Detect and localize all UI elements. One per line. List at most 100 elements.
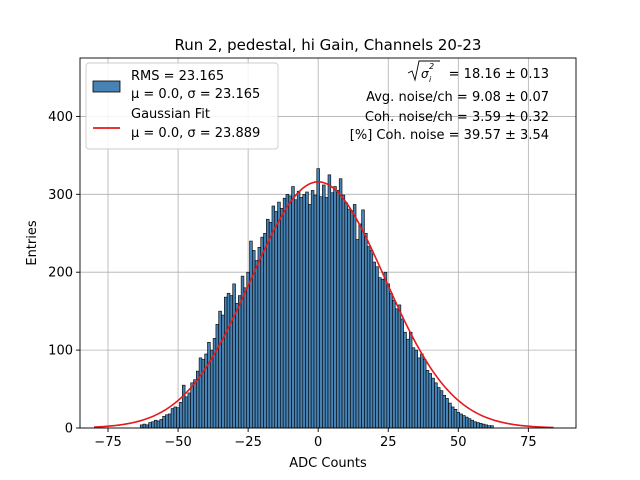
histogram-bar: [159, 419, 163, 429]
plot-frame: [79, 57, 577, 429]
histogram-bar: [327, 174, 332, 429]
histogram-bar: [470, 419, 475, 429]
histogram-bar: [215, 324, 220, 429]
histogram-bars: [139, 168, 494, 429]
histogram-bar: [243, 287, 248, 429]
histogram-bar: [210, 349, 214, 429]
svg-text:i: i: [429, 75, 432, 84]
histogram-bar: [170, 408, 175, 429]
histogram-bar: [313, 194, 318, 429]
histogram-bar: [226, 292, 231, 429]
histogram-bar: [378, 277, 382, 429]
histogram-bar: [389, 292, 393, 429]
legend-fit-label: Gaussian Fit: [131, 107, 210, 122]
histogram-bar: [448, 402, 452, 429]
histogram-bar: [176, 407, 180, 429]
histogram-bar: [479, 423, 483, 429]
histogram-bar: [484, 424, 489, 429]
y-tick-label: 400: [48, 110, 73, 125]
histogram-bar: [249, 240, 253, 429]
histogram-bar: [268, 222, 273, 429]
histogram-bar: [355, 239, 360, 429]
annotation-coh-noise-percent: [%] Coh. noise = 39.57 ± 3.54: [350, 128, 549, 143]
histogram-bar: [181, 384, 186, 429]
y-axis-label: Entries: [25, 220, 40, 266]
histogram-bar: [324, 197, 329, 429]
histogram-bar: [473, 421, 477, 429]
histogram-bar: [428, 373, 432, 429]
legend-rms-label: RMS = 23.165: [131, 69, 224, 84]
histogram-bar: [229, 295, 234, 429]
histogram-bar: [232, 283, 236, 429]
chart-title: Run 2, pedestal, hi Gain, Channels 20-23: [175, 36, 482, 54]
histogram-bar: [305, 191, 309, 429]
histogram-bar: [411, 347, 416, 429]
histogram-bar: [271, 205, 276, 429]
histogram-bar: [420, 353, 424, 429]
histogram-bar: [173, 406, 177, 429]
x-axis-label: ADC Counts: [289, 456, 367, 471]
histogram-bar: [431, 377, 435, 429]
x-tick-label: 25: [380, 435, 397, 450]
histogram-bar: [162, 416, 166, 429]
legend-box: [85, 62, 279, 150]
histogram-bar: [156, 420, 161, 429]
histogram-bar: [145, 424, 149, 429]
histogram-bar: [364, 232, 368, 429]
histogram-bar: [184, 396, 189, 429]
histogram-bar: [462, 415, 466, 429]
histogram-bar: [459, 413, 463, 429]
histogram-bar: [142, 423, 147, 429]
x-tick-label: −50: [164, 435, 191, 450]
histogram-bar: [481, 423, 486, 429]
histogram-bar: [308, 204, 312, 429]
histogram-bar: [221, 314, 225, 429]
histogram-bar: [282, 197, 287, 429]
histogram-bar: [238, 295, 242, 429]
histogram-bar: [383, 271, 388, 429]
histogram-bar: [257, 246, 262, 429]
histogram-bar: [445, 398, 449, 429]
histogram-bar: [153, 419, 158, 429]
histogram-bar: [246, 271, 250, 429]
x-tick-label: −75: [94, 435, 121, 450]
histogram-bar: [350, 210, 354, 429]
histogram-bar: [369, 250, 374, 429]
histogram-bar: [179, 401, 183, 429]
histogram-bar: [165, 414, 169, 429]
y-tick-label: 100: [48, 344, 73, 359]
histogram-bar: [336, 190, 340, 429]
histogram-bar: [417, 357, 421, 429]
histogram-bar: [235, 303, 239, 429]
histogram-bar: [408, 331, 413, 429]
histogram-bar: [260, 236, 264, 429]
histogram-bar: [198, 357, 203, 429]
histogram-bar: [414, 349, 418, 429]
histogram-bar: [366, 246, 371, 429]
histogram-bar: [263, 232, 267, 429]
histogram-bar: [310, 190, 315, 429]
histogram-bar: [422, 359, 427, 429]
x-tick-label: −25: [234, 435, 261, 450]
histogram-bar: [291, 186, 295, 429]
legend-rms-params: μ = 0.0, σ = 23.165: [131, 87, 260, 102]
annotation-total-noise: = 18.16 ± 0.13: [449, 67, 549, 82]
sqrt-sigma-symbol: σ 2 i: [407, 60, 440, 84]
histogram-bar: [139, 424, 144, 429]
histogram-bar: [207, 342, 211, 429]
histogram-bar: [190, 382, 194, 429]
histogram-bar: [465, 416, 469, 429]
histogram-bar: [266, 218, 270, 429]
gaussian-fit-line: [93, 181, 554, 429]
histogram-bar: [344, 202, 348, 429]
histogram-bar: [400, 318, 404, 429]
histogram-bar: [434, 382, 438, 429]
histogram-bar: [167, 413, 172, 429]
y-axis-ticks: 0 100 200 300 400: [48, 110, 80, 437]
histogram-bar: [274, 211, 278, 429]
histogram-bar: [224, 296, 228, 429]
legend-fit-params: μ = 0.0, σ = 23.889: [131, 126, 260, 141]
histogram-bar: [380, 278, 385, 429]
svg-text:σ: σ: [421, 67, 429, 81]
